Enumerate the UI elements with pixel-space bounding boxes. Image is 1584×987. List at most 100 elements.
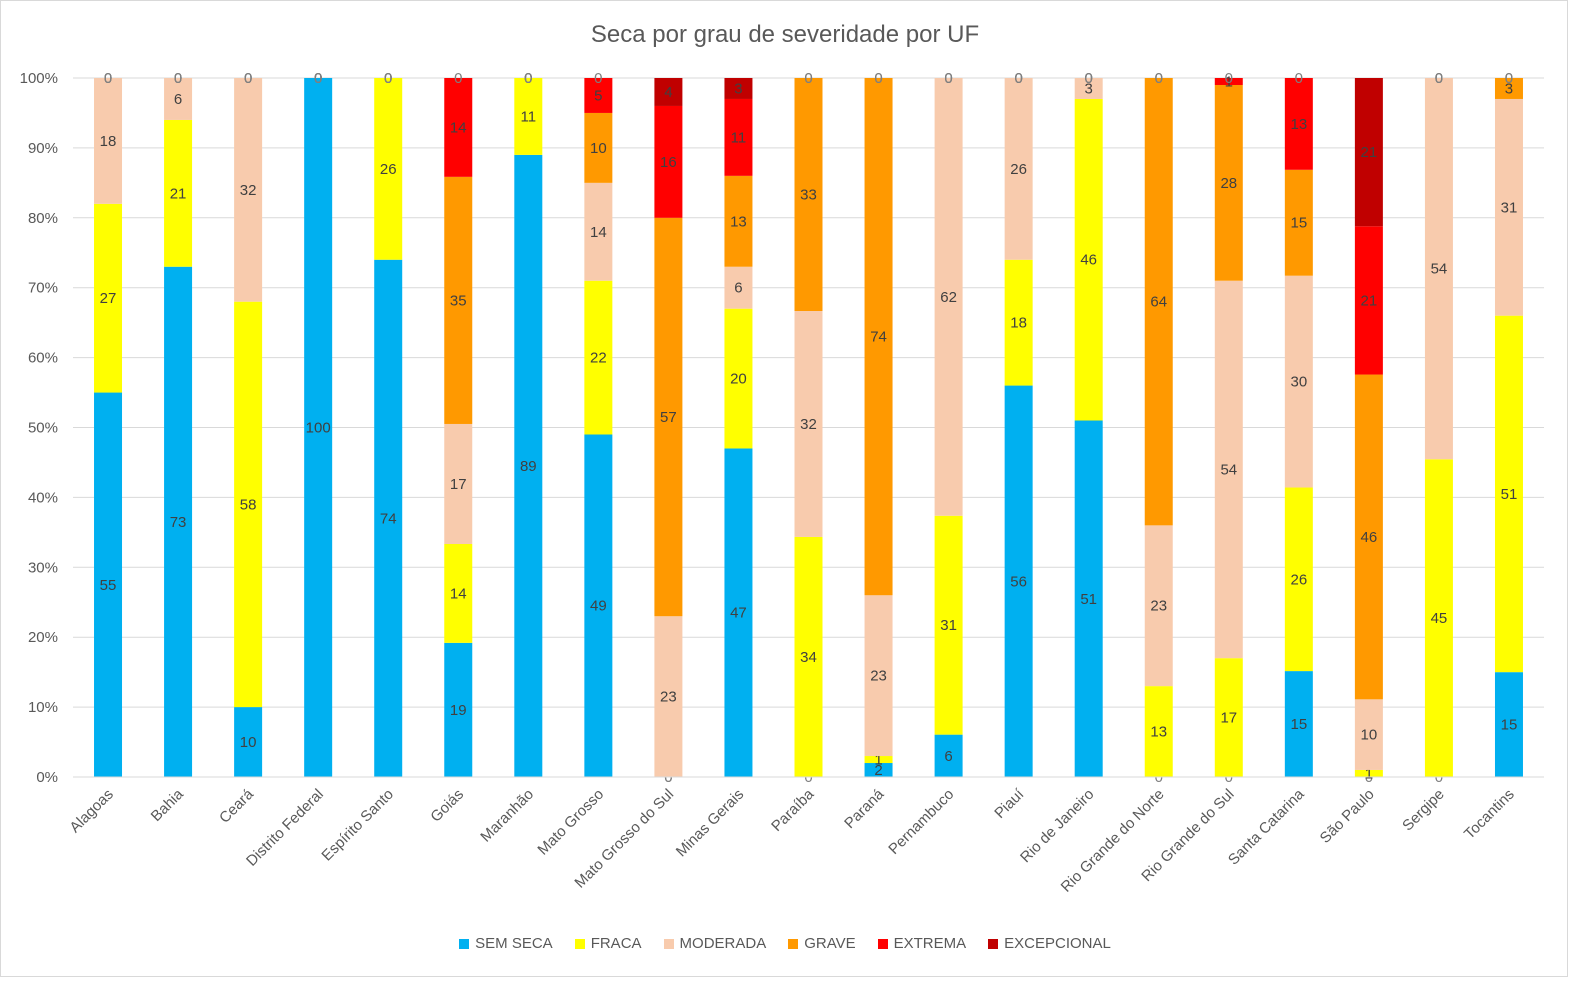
data-label: 0 [804,70,812,87]
data-label: 0 [174,70,182,87]
bar-grave [1284,169,1313,276]
data-label: 47 [730,605,747,622]
data-label: 0 [1085,70,1093,87]
bar-fraca [1494,315,1523,673]
y-tick-label: 30% [28,559,58,576]
data-label: 0 [244,70,252,87]
bar-moderada [444,423,473,544]
bar-fraca [934,515,963,735]
bar-moderada [654,616,683,777]
bar-moderada [584,182,613,281]
chart-title: Seca por grau de severidade por UF [590,21,980,48]
bar-fraca [514,78,543,155]
x-tick-label: Sergipe [1399,786,1448,835]
x-tick-label: São Paulo [1317,786,1378,847]
data-label: 18 [100,133,117,150]
data-label: 31 [1501,199,1518,216]
bar-grave [1214,84,1243,281]
data-label: 0 [104,70,112,87]
data-label: 23 [870,668,887,685]
data-label: 10 [590,140,607,157]
data-label: 0 [384,70,392,87]
data-label: 15 [1501,717,1518,734]
x-tick-label: Goiás [427,786,467,826]
data-label: 0 [1435,70,1443,87]
bar-fraca [374,78,403,260]
data-label: 0 [174,70,182,87]
data-label: 3 [1085,80,1093,97]
data-label: 0 [454,70,462,87]
y-tick-label: 80% [28,210,58,227]
bar-extrema [654,105,683,218]
legend-swatch [877,938,888,949]
data-label: 0 [594,70,602,87]
bar-moderada [1214,280,1243,659]
data-label: 0 [1085,70,1093,87]
data-label: 17 [450,476,467,493]
data-label: 0 [314,70,322,87]
data-label: 13 [1290,116,1307,133]
data-label: 33 [800,187,817,204]
x-tick-label: Paraná [841,785,888,832]
data-label: 0 [104,70,112,87]
x-tick-label: Pernambuco [885,786,957,858]
data-label: 0 [874,70,882,87]
x-tick-label: Piauí [991,785,1028,822]
data-label: 1 [1225,73,1233,90]
data-label: 0 [1435,70,1443,87]
x-tick-label: Ceará [216,785,257,826]
data-label: 0 [384,70,392,87]
bar-excepcional [1354,78,1383,227]
data-label: 45 [1431,610,1448,627]
bar-fraca [164,119,193,267]
legend-item: MODERADA [663,935,767,952]
legend-label: FRACA [590,935,642,952]
data-label: 0 [314,70,322,87]
data-label: 14 [590,224,607,241]
bar-moderada [94,78,123,204]
data-label: 89 [520,458,537,475]
bar-moderada [724,266,753,309]
data-label: 0 [944,70,952,87]
data-label: 22 [590,350,607,367]
legend-label: MODERADA [679,935,767,952]
bar-moderada [1074,78,1103,99]
data-label: 15 [1290,215,1307,232]
bar-grave [584,112,613,183]
legend-swatch [788,938,799,949]
bar-sem-seca [444,642,473,777]
bar-moderada [164,78,193,120]
data-label: 17 [1220,710,1237,727]
y-tick-label: 100% [20,70,58,87]
data-label: 11 [731,129,747,146]
bar-fraca [584,280,613,435]
data-label: 27 [100,290,117,307]
bar-sem-seca [1004,385,1033,777]
bar-fraca [234,301,263,708]
data-label: 31 [940,617,957,634]
data-label: 0 [384,70,392,87]
data-label: 28 [1220,175,1237,192]
data-label: 18 [1010,315,1027,332]
bar-sem-seca [304,78,333,777]
data-label: 0 [314,70,322,87]
bar-grave [1144,78,1173,526]
data-label: 0 [874,70,882,87]
bar-fraca [794,536,823,777]
data-label: 13 [730,213,747,230]
data-label: 46 [1361,529,1378,546]
legend-swatch [459,938,470,949]
legend-item: GRAVE [788,935,856,952]
legend-item: SEM SECA [459,935,553,952]
data-label: 0 [1505,70,1513,87]
bar-sem-seca [864,763,893,777]
y-tick-label: 20% [28,629,58,646]
bar-fraca [864,756,893,764]
data-label: 0 [104,70,112,87]
bar-fraca [94,203,123,393]
bar-moderada [794,311,823,537]
x-tick-label: Bahia [148,785,188,825]
data-label: 32 [240,182,257,199]
bar-fraca [1354,769,1383,777]
bar-moderada [1494,98,1523,316]
